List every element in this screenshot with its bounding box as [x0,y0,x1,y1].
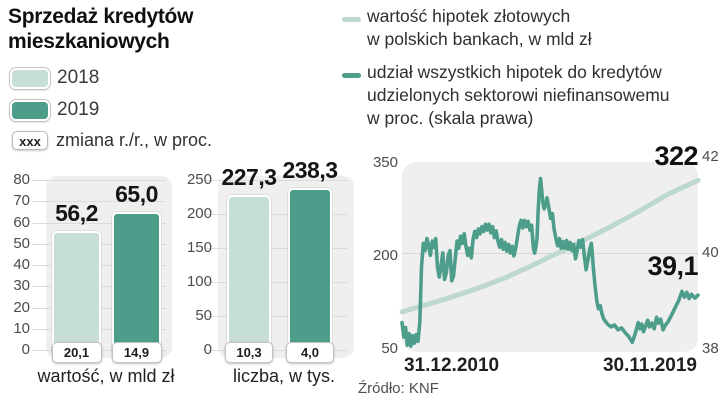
y-tick-label: 50 [195,307,212,324]
y-tick-label: 70 [13,192,30,210]
gridline [206,180,348,181]
line-legend-label-light: wartość hipotek złotowych w polskich ban… [367,6,592,49]
y-tick-label: 10 [13,319,30,337]
y-tick-label: 250 [186,171,212,188]
change-badge: 14,9 [111,342,162,363]
left-axis-tick: 350 [372,154,398,171]
change-badge: 10,3 [225,342,273,363]
y-tick-label: 150 [186,239,212,256]
gridline [206,248,348,249]
right-axis-tick: 38 [702,340,719,357]
y-tick-label: 20 [13,298,30,316]
y-tick-label: 50 [13,234,30,252]
legend-label-2018: 2018 [57,67,100,88]
change-badge-legend: xxx [12,131,48,150]
bar-value-label: 227,3 [221,164,277,191]
left-axis-tick: 50 [381,340,398,357]
line-series-dark [400,176,700,348]
right-axis-tick: 42 [702,148,719,165]
change-badge: 20,1 [51,342,102,363]
gridline [206,350,348,351]
gridline [32,222,166,224]
y-tick-label: 80 [13,171,30,188]
y-tick-label: 200 [186,205,212,222]
right-axis-tick: 40 [702,244,719,261]
x-label-start-date: 31.12.2010 [404,355,500,376]
page-title: Sprzedaż kredytów mieszkaniowych [8,5,194,53]
line-legend-label-dark: udział wszystkich hipotek do kredytów ud… [367,62,670,128]
legend-label-2019: 2019 [57,99,100,120]
line-legend-dash-dark [342,73,361,78]
bar-2019 [112,211,161,354]
legend-swatch-2018 [10,68,50,89]
bar-chart-value-caption: wartość, w mld zł [37,366,175,386]
line-series-plot [399,176,701,348]
bar-value-label: 238,3 [282,156,338,183]
gridline [206,282,348,283]
y-tick-label: 0 [203,341,212,358]
y-tick-label: 0 [21,341,30,358]
gridline [32,180,166,181]
left-axis-tick: 200 [372,247,398,264]
x-label-end-date: 30.11.2019 [602,355,697,376]
change-legend-label: zmiana r./r., w proc. [56,130,213,150]
y-tick-label: 60 [13,213,30,231]
bar-chart-count-caption: liczba, w tys. [232,366,336,386]
y-tick-label: 40 [13,256,30,273]
line-series-light [399,177,701,315]
gridline [402,253,698,254]
bar-value-label: 56,2 [55,199,98,226]
y-tick-label: 100 [186,273,212,290]
legend-swatch-2019 [10,100,50,121]
source-note: Źródło: KNF [358,380,439,397]
bar-2019 [288,187,332,354]
gridline [206,214,348,215]
bar-value-label: 65,0 [115,180,158,207]
line-legend-dash-light [342,17,361,22]
gridline [32,201,166,203]
gridline [206,316,348,317]
bar-2018 [52,230,101,354]
annotation-dark-end: 39,1 [647,251,698,281]
annotation-light-end: 322 [654,141,698,171]
change-badge: 4,0 [286,342,334,363]
bar-2018 [227,195,271,354]
y-tick-label: 30 [13,277,30,295]
